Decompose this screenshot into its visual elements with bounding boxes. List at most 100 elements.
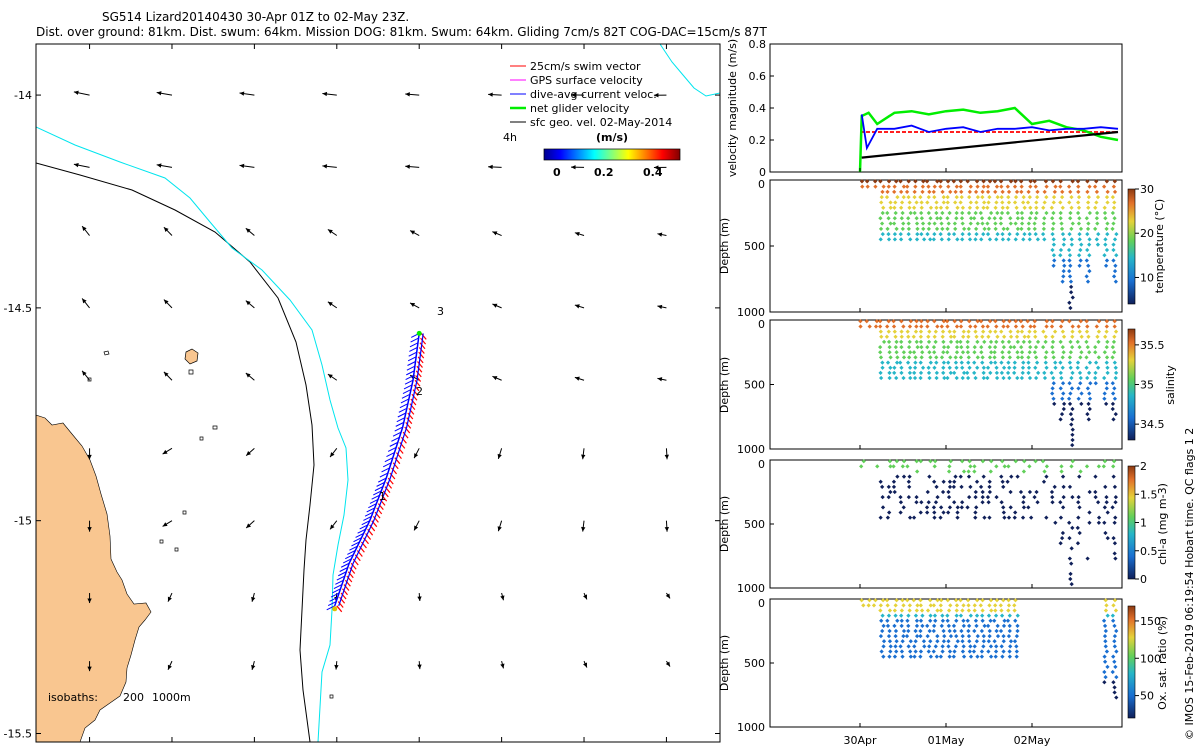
profile-sample xyxy=(1032,494,1037,500)
profile-sample xyxy=(880,484,885,490)
profile-sample xyxy=(1061,258,1066,263)
profile-sample xyxy=(1111,274,1117,279)
dac-vector xyxy=(394,426,403,432)
profile-sample xyxy=(1053,520,1058,525)
profile-sample xyxy=(999,474,1004,479)
depth-tick-label: 500 xyxy=(744,240,765,253)
profile-sample xyxy=(1061,401,1067,406)
profile-sample xyxy=(974,200,979,205)
profile-sample xyxy=(1111,247,1116,253)
profile-sample xyxy=(1096,339,1101,345)
profile-sample xyxy=(1068,189,1073,195)
profile-sample xyxy=(898,644,903,649)
dac-vector xyxy=(409,347,418,352)
swim-vector xyxy=(413,384,420,392)
chart-subtitle: Dist. over ground: 81km. Dist. swum: 64k… xyxy=(36,25,767,39)
profile-sample xyxy=(1070,324,1075,329)
profile-sample xyxy=(912,644,917,649)
profile-sample xyxy=(1005,210,1011,216)
profile-sample xyxy=(987,628,992,634)
profile-sample xyxy=(928,237,933,242)
profile-sample xyxy=(952,221,957,226)
profile-sample xyxy=(1112,484,1118,490)
profile-sample xyxy=(1001,484,1006,490)
profile-sample xyxy=(974,479,980,484)
profile-sample xyxy=(935,179,940,184)
profile-sample xyxy=(919,344,924,350)
geo-arrow-head xyxy=(414,525,419,531)
profile-sample xyxy=(920,184,925,189)
swim-vector xyxy=(371,520,378,528)
profile-sample xyxy=(1012,515,1017,520)
swim-vector xyxy=(399,441,406,449)
profile-sample xyxy=(894,339,899,345)
velocity-line-blue xyxy=(860,114,1119,151)
profile-sample xyxy=(1013,221,1018,226)
profile-sample xyxy=(1102,375,1107,381)
profile-sample xyxy=(1034,489,1039,495)
profile-sample xyxy=(1104,603,1109,608)
depth-tick-label: 1000 xyxy=(737,721,765,734)
profile-sample xyxy=(986,500,991,505)
profile-sample xyxy=(1102,210,1108,216)
dac-vector xyxy=(406,370,415,376)
profile-sample xyxy=(1015,226,1021,231)
profile-sample xyxy=(907,370,913,376)
profile-sample xyxy=(1058,515,1064,520)
profile-sample xyxy=(1032,350,1038,355)
profile-sample xyxy=(867,598,872,603)
profile-sample xyxy=(1013,319,1018,324)
profile-sample xyxy=(1078,355,1083,360)
profile-sample xyxy=(901,195,906,200)
profile-sample xyxy=(1044,324,1049,329)
profile-sample xyxy=(932,195,937,200)
profile-sample xyxy=(938,216,943,221)
profile-sample xyxy=(952,500,957,505)
profile-sample xyxy=(1060,474,1066,479)
profile-sample xyxy=(958,324,964,329)
profile-sample xyxy=(941,344,947,350)
profile-sample xyxy=(933,459,938,464)
geo-arrow-head xyxy=(410,302,416,307)
geo-arrow-head xyxy=(581,454,586,460)
profile-sample xyxy=(952,479,957,484)
profile-sample xyxy=(981,370,986,376)
profile-sample xyxy=(878,608,883,613)
profile-sample xyxy=(952,370,957,376)
profile-sample xyxy=(972,464,977,469)
profile-sample xyxy=(1051,381,1056,386)
profile-sample xyxy=(1032,319,1037,324)
profile-sample xyxy=(954,603,960,608)
profile-sample xyxy=(894,350,899,355)
profile-sample xyxy=(967,189,972,195)
profile-sample xyxy=(1058,210,1063,216)
profile-sample xyxy=(941,365,946,370)
geo-arrow-head xyxy=(322,91,328,97)
profile-sample xyxy=(921,639,927,644)
profile-sample xyxy=(1060,195,1065,200)
profile-sample xyxy=(919,210,924,216)
profile-sample xyxy=(907,324,913,329)
profile-sample xyxy=(1029,515,1034,520)
profile-sample xyxy=(1018,489,1024,495)
profile-sample xyxy=(955,205,960,210)
dac-vector xyxy=(332,588,341,594)
geo-arrow-head xyxy=(82,226,87,232)
profile-sample xyxy=(1101,464,1106,469)
profile-sample xyxy=(892,608,897,613)
profile-sample xyxy=(1019,329,1025,334)
profile-sample xyxy=(938,231,943,237)
profile-sample xyxy=(1096,464,1102,469)
profile-sample xyxy=(1026,189,1031,195)
profile-sample xyxy=(1006,189,1012,195)
profile-sample xyxy=(928,654,934,659)
profile-sample xyxy=(1006,464,1011,469)
profile-sample xyxy=(994,365,999,370)
profile-sample xyxy=(891,324,897,329)
profile-sample xyxy=(907,603,912,608)
profile-sample xyxy=(935,633,940,639)
profile-sample xyxy=(926,334,931,339)
profile-sample xyxy=(1070,432,1075,437)
profile-sample xyxy=(1076,324,1081,329)
